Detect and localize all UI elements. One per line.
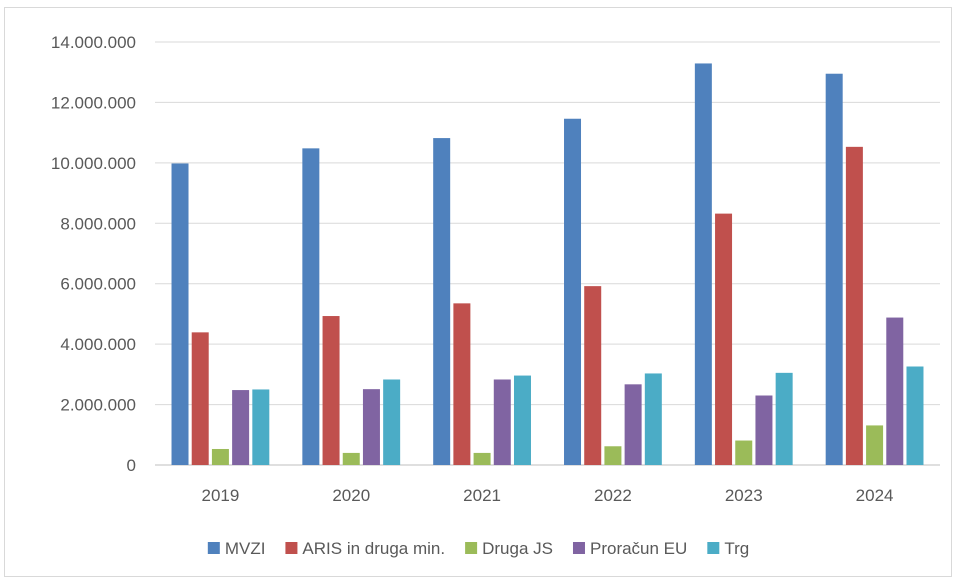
legend-swatch <box>465 542 478 554</box>
y-axis-tick-labels: 0 2.000.000 4.000.000 6.000.000 8.000.000 10.… <box>51 33 136 475</box>
y-tick-label: 6.000.000 <box>60 275 136 294</box>
bar-trg-2023 <box>775 372 793 465</box>
legend-label: MVZI <box>225 539 266 558</box>
legend: MVZI ARIS in druga min. Druga JS Proračun E… <box>207 539 749 558</box>
legend-label: ARIS in druga min. <box>302 539 445 558</box>
legend-label: Druga JS <box>482 539 553 558</box>
x-axis-tick-labels: 2019 2020 2021 2022 2023 2024 <box>202 486 894 505</box>
y-tick-label: 0 <box>127 456 136 475</box>
y-tick-label: 8.000.000 <box>60 214 136 233</box>
bar-prora-un-eu-2021 <box>493 379 511 465</box>
y-tick-label: 4.000.000 <box>60 335 136 354</box>
legend-item: Proračun EU <box>572 539 687 558</box>
bar-mvzi-2020 <box>302 148 320 465</box>
bar-trg-2021 <box>513 375 531 465</box>
y-tick-label: 2.000.000 <box>60 396 136 415</box>
legend-label: Proračun EU <box>590 539 687 558</box>
bar-trg-2022 <box>644 373 662 465</box>
bar-prora-un-eu-2022 <box>624 384 642 465</box>
bar-aris-in-druga-min-2021 <box>453 303 471 465</box>
bar-druga-js-2021 <box>473 452 491 465</box>
bar-mvzi-2023 <box>694 63 712 465</box>
y-tick-label: 12.000.000 <box>51 93 136 112</box>
x-tick-label: 2022 <box>594 486 632 505</box>
legend-item: Trg <box>707 539 749 558</box>
gridlines <box>155 41 940 466</box>
bar-druga-js-2023 <box>735 440 753 465</box>
bar-trg-2020 <box>383 379 401 465</box>
bar-druga-js-2020 <box>342 452 360 465</box>
legend-label: Trg <box>724 539 749 558</box>
bar-mvzi-2019 <box>171 163 189 465</box>
x-tick-label: 2020 <box>332 486 370 505</box>
bar-aris-in-druga-min-2019 <box>191 332 209 465</box>
bar-mvzi-2022 <box>564 118 582 465</box>
legend-item: MVZI <box>207 539 266 558</box>
bar-prora-un-eu-2020 <box>362 389 380 465</box>
legend-item: ARIS in druga min. <box>285 539 445 558</box>
x-tick-label: 2021 <box>463 486 501 505</box>
x-tick-label: 2024 <box>856 486 894 505</box>
bar-druga-js-2019 <box>211 448 229 465</box>
legend-swatch <box>707 542 720 554</box>
y-tick-label: 14.000.000 <box>51 33 136 52</box>
bar-mvzi-2024 <box>825 73 843 465</box>
bars <box>171 63 924 465</box>
legend-swatch <box>207 542 220 554</box>
x-tick-label: 2019 <box>202 486 240 505</box>
bar-aris-in-druga-min-2022 <box>584 286 602 465</box>
legend-swatch <box>572 542 585 554</box>
bar-druga-js-2024 <box>866 425 884 465</box>
bar-druga-js-2022 <box>604 446 622 465</box>
bar-mvzi-2021 <box>433 138 451 465</box>
bar-aris-in-druga-min-2024 <box>845 146 863 465</box>
legend-swatch <box>285 542 298 554</box>
x-tick-label: 2023 <box>725 486 763 505</box>
bar-prora-un-eu-2023 <box>755 395 773 465</box>
bar-prora-un-eu-2024 <box>886 317 904 465</box>
bar-trg-2019 <box>252 389 270 465</box>
y-tick-label: 10.000.000 <box>51 154 136 173</box>
bar-trg-2024 <box>906 366 924 465</box>
bar-prora-un-eu-2019 <box>232 390 250 465</box>
bar-aris-in-druga-min-2020 <box>322 316 340 465</box>
bar-aris-in-druga-min-2023 <box>715 213 733 465</box>
legend-item: Druga JS <box>465 539 553 558</box>
